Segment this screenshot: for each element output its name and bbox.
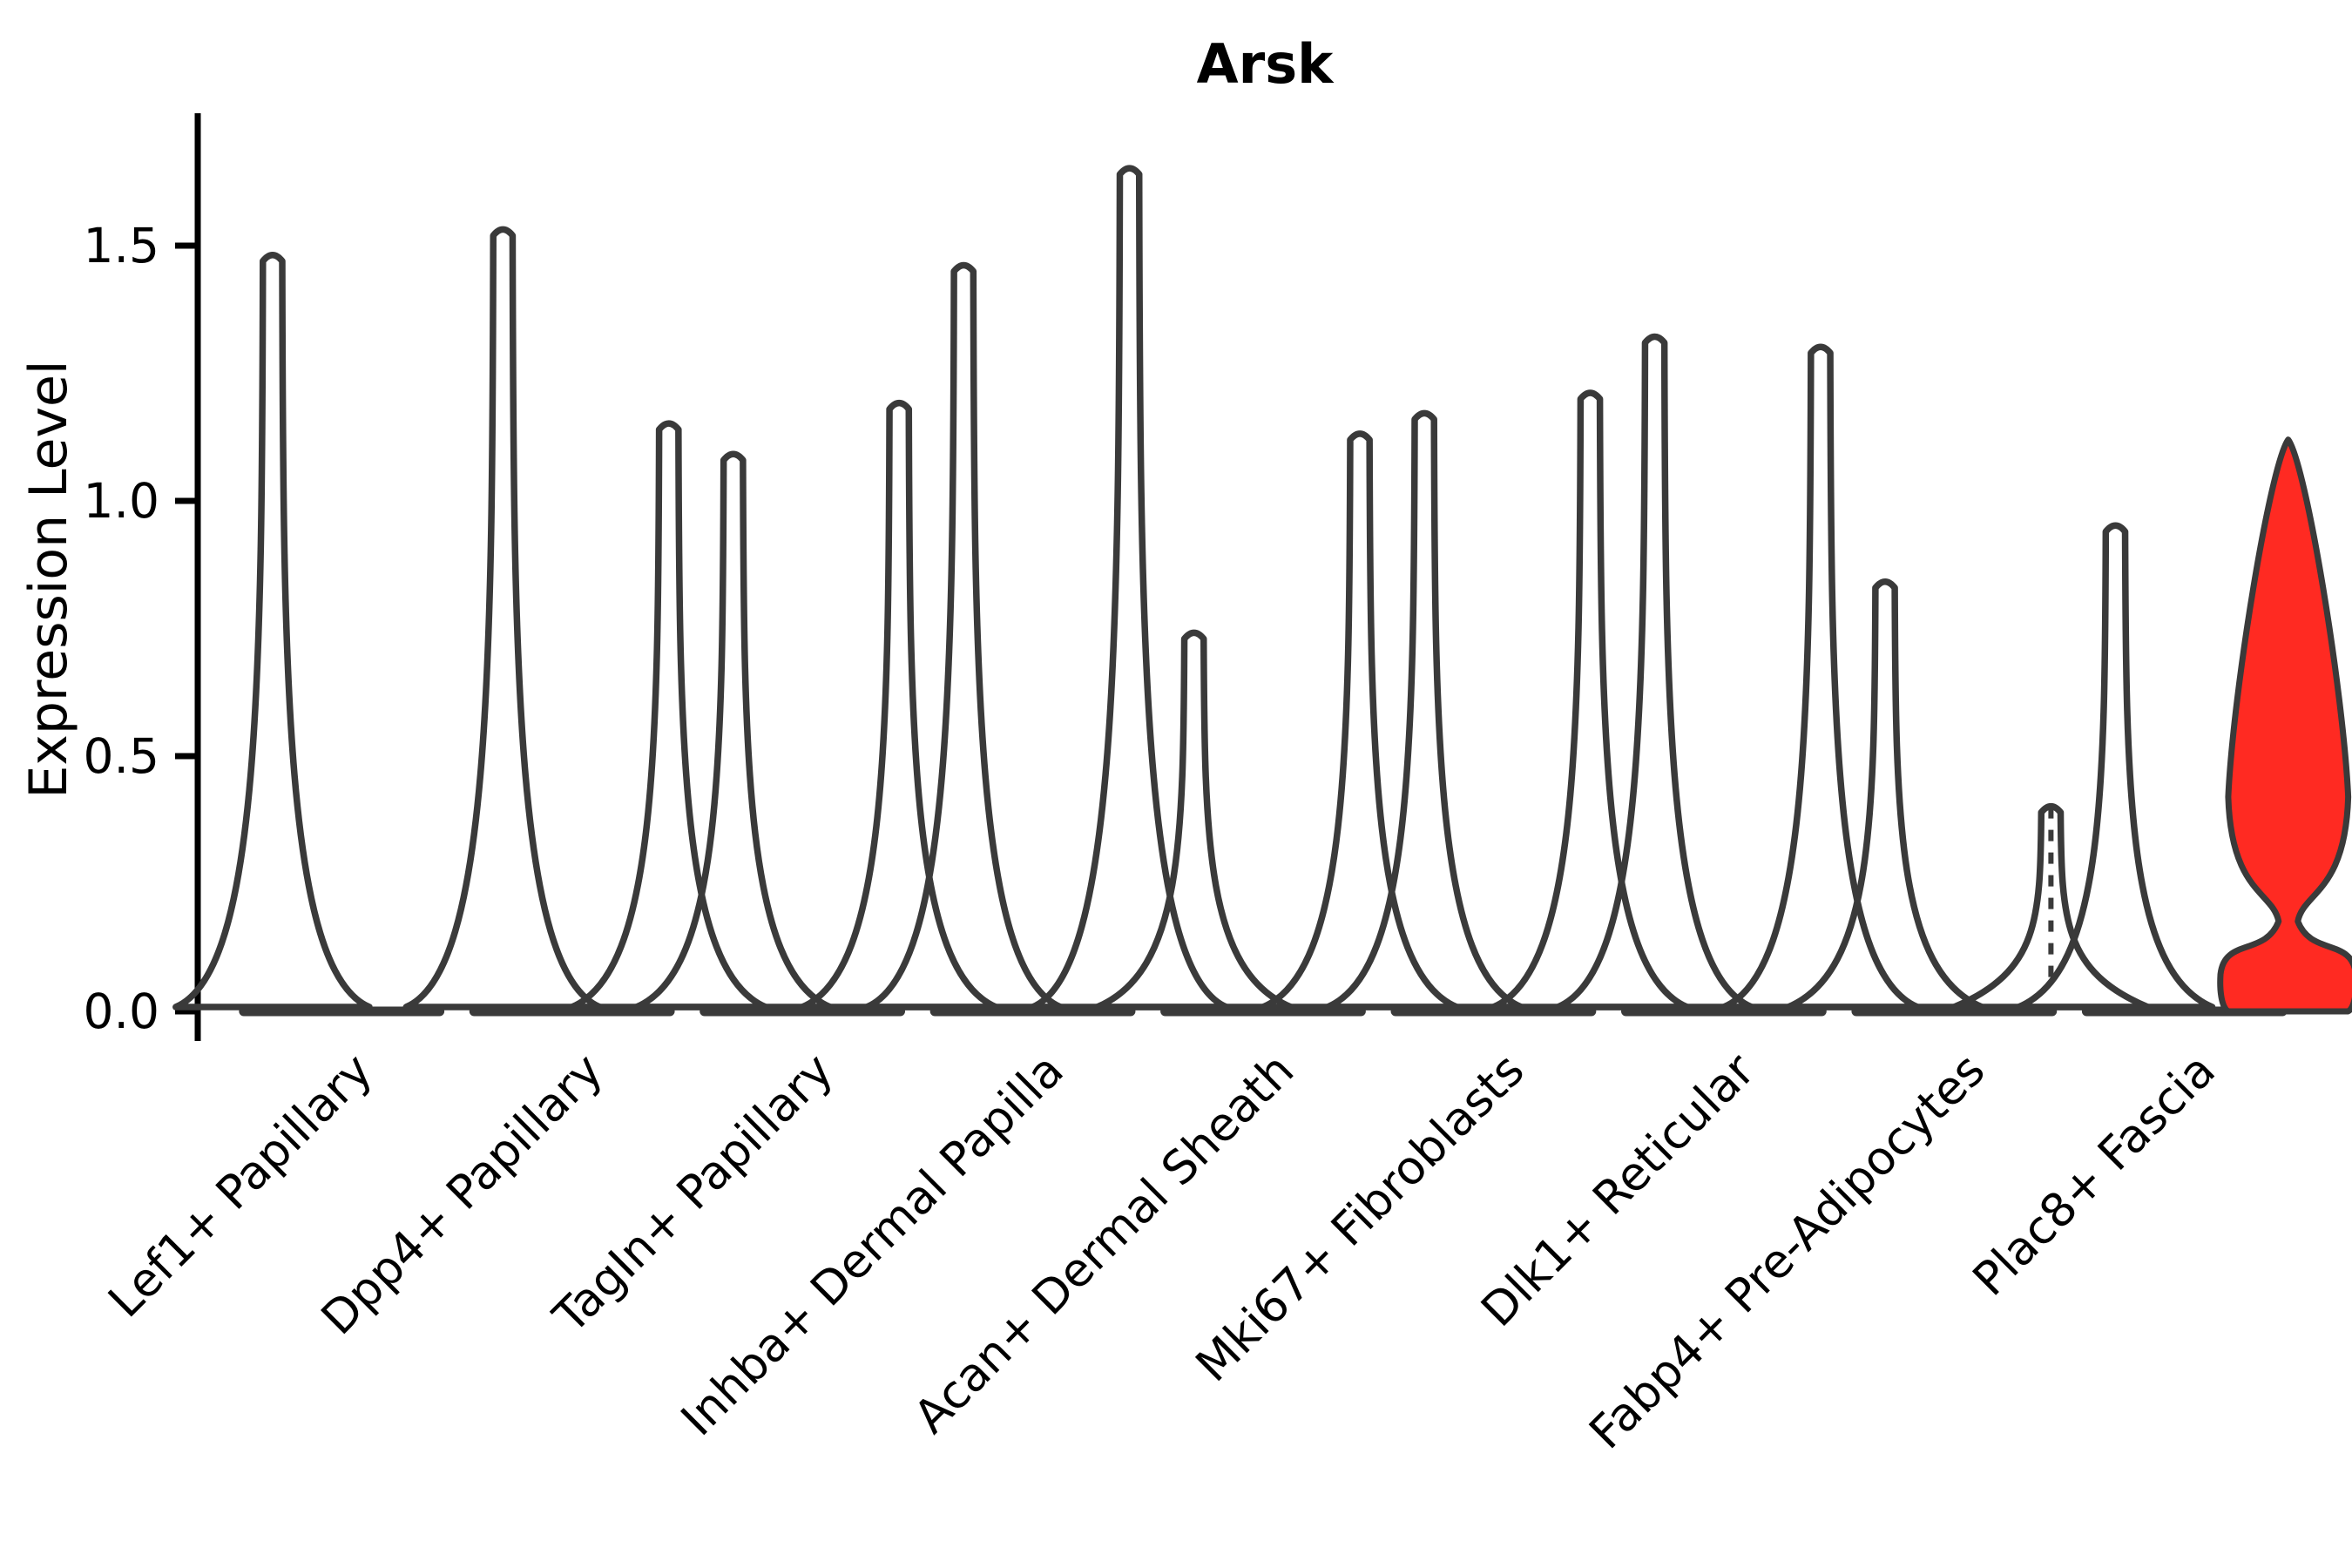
violin-shape [1785, 578, 1985, 1010]
violin-shape [1093, 629, 1294, 1010]
violin-shape [1554, 333, 1755, 1010]
y-axis-title: Expression Level [18, 360, 79, 798]
violin-shape [402, 226, 604, 1010]
violin-shape [1490, 389, 1691, 1010]
page-title: Arsk [1197, 32, 1335, 96]
violin-shape [632, 450, 834, 1010]
violin-shape [568, 420, 769, 1010]
violin-shape [172, 252, 373, 1010]
violin-series [172, 165, 2352, 1017]
y-axis: 0.0 0.5 1.0 1.5 [84, 113, 201, 1041]
y-axis-tick-label: 1.0 [84, 473, 159, 529]
y-axis-tick-label: 0.0 [84, 983, 159, 1039]
violin-shape [799, 399, 999, 1010]
violin-shape [1260, 430, 1460, 1010]
violin-shape [1029, 165, 1230, 1010]
y-axis-tick-label: 1.5 [84, 218, 159, 274]
violin-shape-highlighted [2217, 436, 2352, 1015]
violin-shape [1720, 343, 1921, 1010]
violin-shape [2015, 522, 2216, 1010]
violin-shape [863, 261, 1064, 1010]
y-axis-tick-label: 0.5 [84, 728, 159, 784]
violin-shape [1324, 409, 1524, 1010]
violin-shape [1950, 802, 2152, 1010]
y-axis-title-text: Expression Level [18, 360, 79, 798]
